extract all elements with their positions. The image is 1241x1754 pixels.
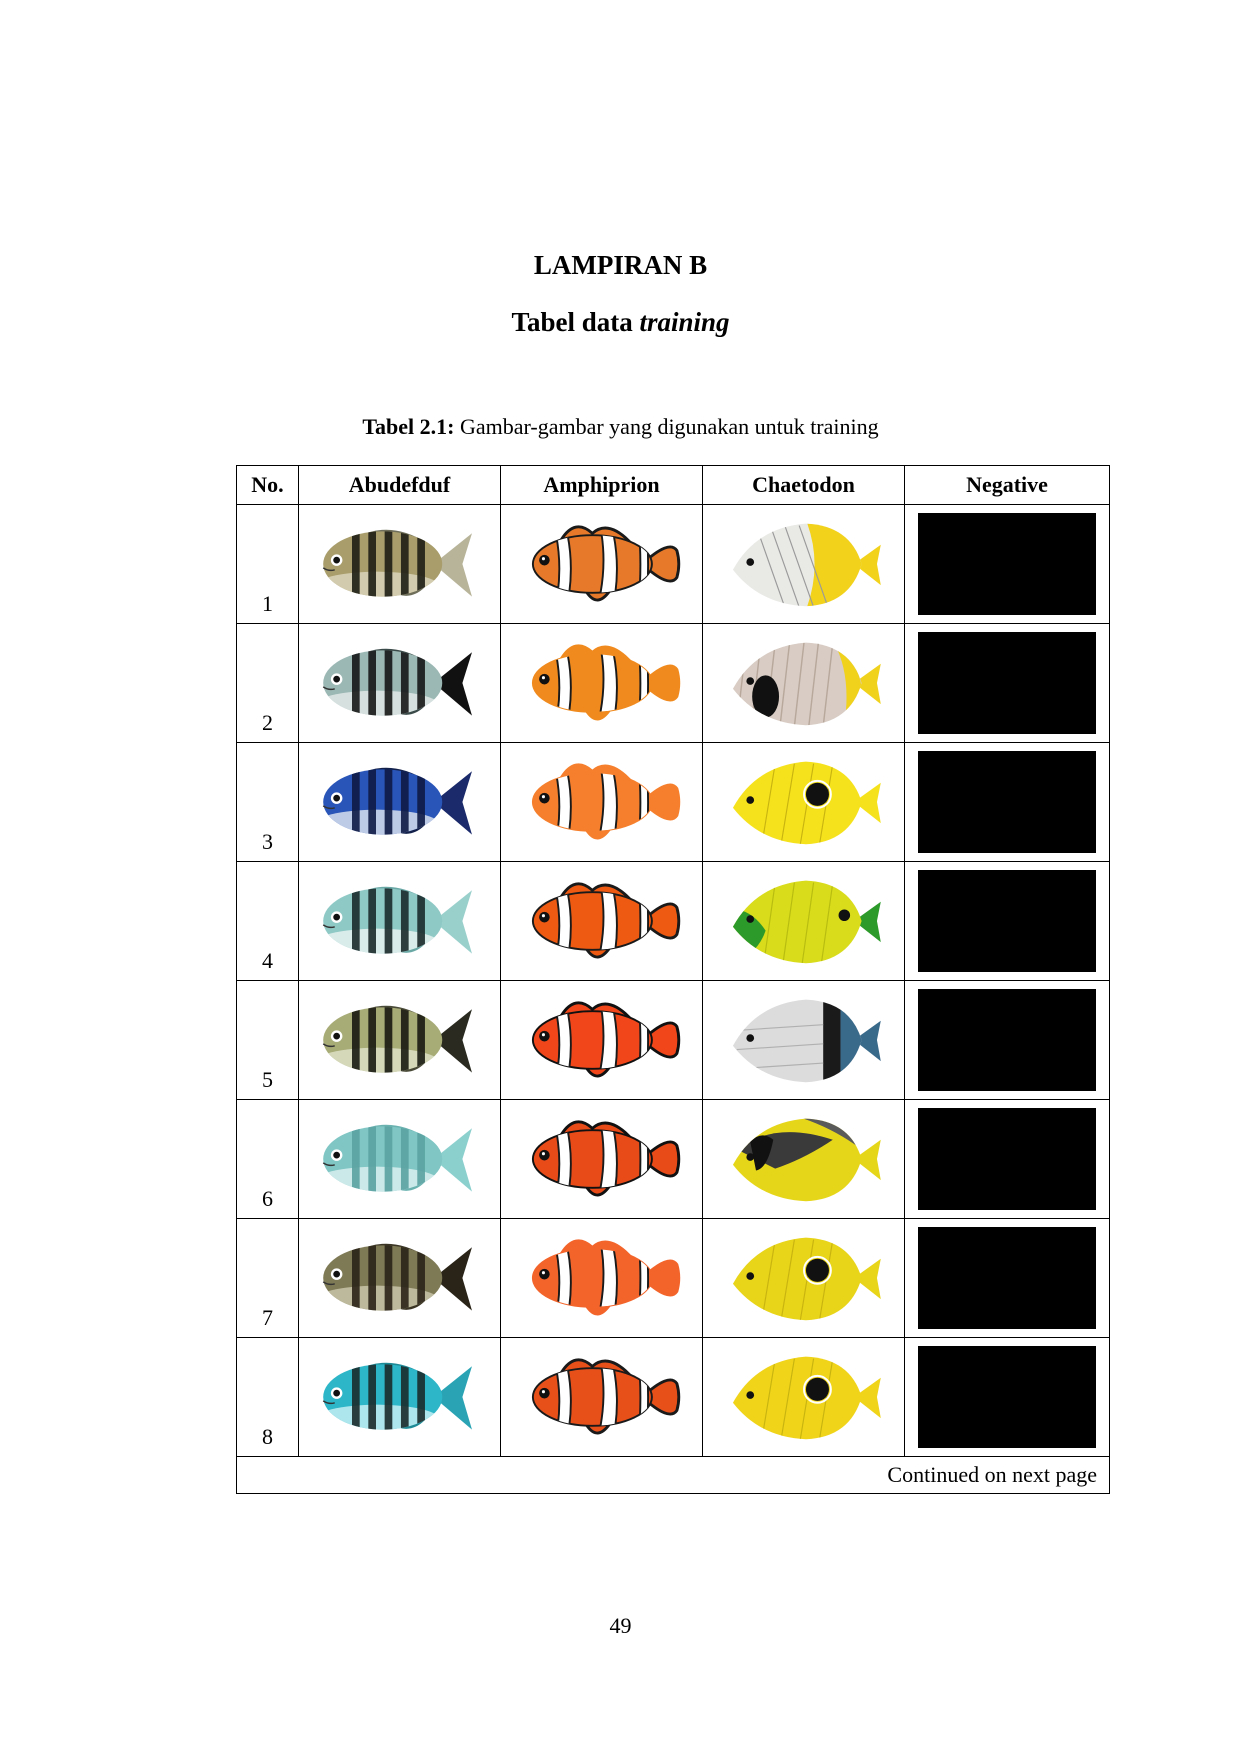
row-number: 5: [236, 980, 299, 1100]
abudefduf-fish-image-5: [322, 1005, 472, 1073]
appendix-title: LAMPIRAN B: [533, 250, 708, 280]
caption-text: Gambar-gambar yang digunakan untuk train…: [459, 414, 879, 439]
amphiprion-fish-image-5: [531, 1001, 680, 1078]
amphiprion-cell: [500, 980, 703, 1100]
amphiprion-cell: [500, 742, 703, 862]
subtitle-plain: Tabel data: [511, 307, 633, 337]
amphiprion-fish-image-3: [531, 763, 680, 840]
chaetodon-cell: [702, 861, 905, 981]
row-number: 4: [236, 861, 299, 981]
abudefduf-cell: [298, 861, 501, 981]
negative-cell: [904, 1099, 1110, 1219]
negative-image-8: [918, 1346, 1096, 1448]
table-caption: Tabel 2.1: Gambar-gambar yang digunakan …: [0, 414, 1241, 440]
chaetodon-cell: [702, 504, 905, 624]
negative-image-1: [918, 513, 1096, 615]
table-row: 8: [236, 1337, 1110, 1457]
negative-cell: [904, 742, 1110, 862]
chaetodon-cell: [702, 1218, 905, 1338]
negative-image-5: [918, 989, 1096, 1091]
abudefduf-fish-image-7: [322, 1243, 472, 1311]
abudefduf-cell: [298, 1099, 501, 1219]
negative-image-7: [918, 1227, 1096, 1329]
chaetodon-fish-image-3: [732, 761, 881, 845]
abudefduf-cell: [298, 980, 501, 1100]
training-data-table: No. Abudefduf Amphiprion Chaetodon Negat…: [236, 465, 1110, 1494]
chaetodon-fish-image-5: [732, 999, 881, 1083]
negative-cell: [904, 1218, 1110, 1338]
abudefduf-cell: [298, 742, 501, 862]
chaetodon-cell: [702, 1337, 905, 1457]
abudefduf-cell: [298, 623, 501, 743]
header-negative: Negative: [904, 465, 1110, 505]
chaetodon-cell: [702, 623, 905, 743]
negative-image-2: [918, 632, 1096, 734]
header-amphiprion: Amphiprion: [500, 465, 703, 505]
negative-cell: [904, 980, 1110, 1100]
table-row: 1: [236, 504, 1110, 624]
abudefduf-fish-image-1: [322, 529, 472, 597]
header-chaetodon: Chaetodon: [702, 465, 905, 505]
chaetodon-fish-image-2: [732, 642, 881, 726]
table-row: 5: [236, 980, 1110, 1100]
page-number: 49: [609, 1613, 632, 1638]
negative-image-3: [918, 751, 1096, 853]
chaetodon-fish-image-7: [732, 1237, 881, 1321]
abudefduf-cell: [298, 1337, 501, 1457]
amphiprion-fish-image-6: [531, 1120, 680, 1197]
chaetodon-cell: [702, 980, 905, 1100]
row-number: 6: [236, 1099, 299, 1219]
amphiprion-cell: [500, 861, 703, 981]
negative-cell: [904, 504, 1110, 624]
amphiprion-fish-image-7: [531, 1239, 680, 1316]
header-no: No.: [236, 465, 299, 505]
row-number: 7: [236, 1218, 299, 1338]
negative-cell: [904, 861, 1110, 981]
amphiprion-cell: [500, 504, 703, 624]
abudefduf-fish-image-8: [322, 1362, 472, 1430]
table-footer-row: Continued on next page: [236, 1456, 1110, 1494]
chaetodon-cell: [702, 742, 905, 862]
abudefduf-cell: [298, 504, 501, 624]
appendix-subtitle: Tabel data training: [0, 307, 1241, 338]
amphiprion-cell: [500, 623, 703, 743]
caption-label: Tabel 2.1:: [362, 414, 455, 439]
table-row: 7: [236, 1218, 1110, 1338]
chaetodon-fish-image-8: [732, 1356, 881, 1440]
row-number: 2: [236, 623, 299, 743]
abudefduf-fish-image-6: [322, 1124, 472, 1192]
chaetodon-fish-image-6: [732, 1118, 881, 1202]
amphiprion-fish-image-8: [531, 1358, 680, 1435]
amphiprion-cell: [500, 1218, 703, 1338]
amphiprion-fish-image-2: [531, 644, 680, 721]
row-number: 8: [236, 1337, 299, 1457]
abudefduf-cell: [298, 1218, 501, 1338]
chaetodon-cell: [702, 1099, 905, 1219]
amphiprion-cell: [500, 1337, 703, 1457]
table-header-row: No. Abudefduf Amphiprion Chaetodon Negat…: [236, 465, 1110, 505]
negative-cell: [904, 623, 1110, 743]
subtitle-italic: training: [639, 307, 730, 337]
row-number: 1: [236, 504, 299, 624]
amphiprion-fish-image-1: [531, 525, 680, 602]
table-row: 3: [236, 742, 1110, 862]
table-row: 2: [236, 623, 1110, 743]
abudefduf-fish-image-3: [322, 767, 472, 835]
chaetodon-fish-image-1: [732, 523, 881, 607]
negative-cell: [904, 1337, 1110, 1457]
negative-image-4: [918, 870, 1096, 972]
table-row: 6: [236, 1099, 1110, 1219]
abudefduf-fish-image-2: [322, 648, 472, 716]
header-abudefduf: Abudefduf: [298, 465, 501, 505]
chaetodon-fish-image-4: [732, 880, 881, 964]
amphiprion-cell: [500, 1099, 703, 1219]
negative-image-6: [918, 1108, 1096, 1210]
row-number: 3: [236, 742, 299, 862]
table-row: 4: [236, 861, 1110, 981]
amphiprion-fish-image-4: [531, 882, 680, 959]
abudefduf-fish-image-4: [322, 886, 472, 954]
continued-note: Continued on next page: [236, 1456, 1110, 1494]
